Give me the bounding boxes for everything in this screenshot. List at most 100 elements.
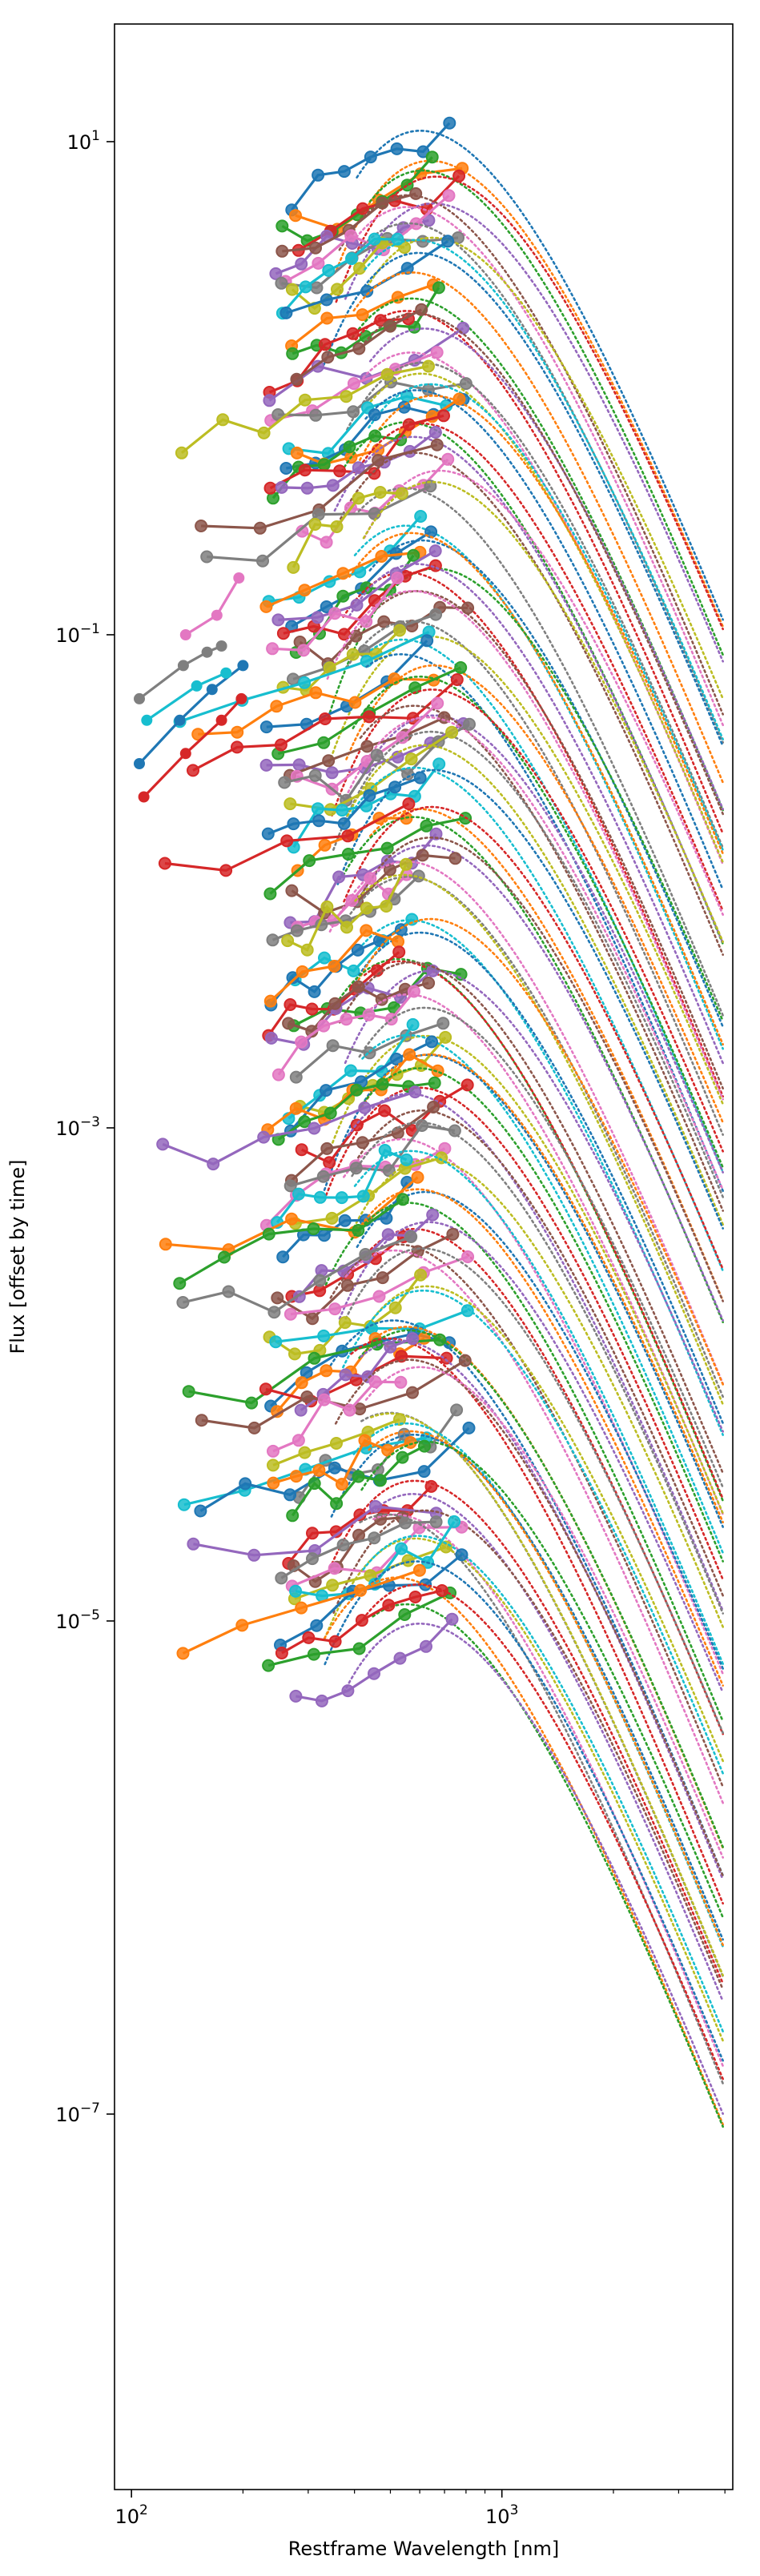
observed-point [360, 740, 374, 753]
observed-line [281, 431, 436, 490]
observed-point [286, 347, 300, 360]
model-curve [343, 1622, 724, 2115]
model-curve [357, 1109, 724, 1597]
y-tick-label: 10−5 [55, 1607, 100, 1633]
observed-point [306, 1312, 320, 1326]
observed-point [349, 1162, 363, 1175]
x-axis-label: Restframe Wavelength [nm] [288, 2538, 559, 2560]
x-axis: 102 103 [115, 2490, 726, 2528]
observed-point [344, 1064, 357, 1077]
observed-point [233, 572, 245, 584]
y-tick-label: 101 [67, 128, 100, 154]
observed-point [187, 1537, 200, 1551]
observed-point [364, 150, 377, 164]
model-curve [364, 389, 724, 891]
model-curve [345, 620, 724, 1136]
observed-point [308, 1351, 321, 1365]
observed-point [408, 1085, 422, 1099]
observed-point [420, 1639, 432, 1653]
observed-point [372, 1290, 386, 1303]
observed-point [313, 1190, 327, 1204]
observed-point [266, 933, 279, 947]
epoch-series [275, 1583, 724, 2080]
observed-point [368, 1531, 381, 1545]
x-tick-label: 102 [115, 2502, 147, 2528]
observed-point [287, 817, 300, 831]
observed-point [286, 971, 300, 985]
model-curve [357, 714, 724, 1174]
observed-point [300, 1390, 314, 1403]
observed-point [390, 142, 404, 155]
observed-point [394, 1375, 408, 1389]
observed-point [340, 1278, 354, 1292]
observed-point [239, 1477, 252, 1491]
observed-point [320, 1084, 332, 1097]
observed-point [395, 1350, 408, 1363]
observed-point [326, 479, 340, 492]
model-curve [335, 175, 724, 631]
observed-point [174, 714, 186, 726]
observed-point [368, 429, 382, 443]
observed-point [328, 997, 342, 1010]
epoch-series [191, 664, 724, 1124]
observed-point [356, 1190, 370, 1203]
observed-point [237, 660, 249, 672]
observed-point [292, 758, 306, 772]
observed-point [308, 1477, 321, 1491]
epoch-series [286, 1439, 724, 1919]
model-curve [363, 469, 724, 916]
observed-point [407, 985, 420, 998]
observed-point [324, 1106, 337, 1120]
observed-point [259, 600, 273, 613]
observed-point [395, 487, 408, 500]
observed-point [275, 1571, 288, 1585]
observed-point [282, 1017, 296, 1030]
model-curve [368, 169, 724, 656]
observed-line [162, 1090, 416, 1166]
observed-point [177, 660, 189, 672]
observed-point [158, 857, 171, 870]
model-curve [329, 1319, 724, 1877]
epoch-series [269, 1289, 724, 1775]
observed-point [446, 1227, 460, 1241]
observed-point [275, 219, 289, 233]
observed-point [376, 196, 389, 210]
observed-point [430, 346, 444, 359]
y-axis: 101 10−1 10−3 10−5 10−7 [55, 128, 115, 2126]
observed-point [380, 841, 394, 855]
observed-point [393, 624, 406, 637]
epoch-series [263, 812, 724, 1323]
observed-point [312, 814, 326, 828]
epoch-series [271, 361, 724, 849]
observed-point [436, 1017, 450, 1030]
model-curve [345, 664, 724, 1124]
model-curve [351, 1121, 724, 1615]
observed-point [381, 1228, 395, 1242]
model-curve [342, 744, 724, 1226]
model-curve [362, 480, 724, 943]
observed-point [328, 1635, 342, 1648]
observed-point [414, 1268, 428, 1282]
observed-point [179, 748, 191, 760]
observed-point [352, 1642, 366, 1655]
observed-point [245, 1396, 259, 1410]
early-epoch-series [141, 667, 232, 726]
observed-point [263, 994, 277, 1008]
observed-point [391, 750, 404, 764]
observed-point [430, 438, 444, 451]
epoch-series [275, 150, 724, 656]
observed-point [264, 1031, 278, 1045]
model-curve [354, 844, 724, 1322]
model-curve [338, 1221, 724, 1694]
observed-point [195, 520, 208, 532]
observed-line [184, 577, 240, 636]
series-layer [134, 116, 724, 2128]
observed-point [322, 754, 336, 768]
observed-point [312, 168, 325, 182]
observed-point [408, 1591, 422, 1603]
observed-point [368, 232, 381, 246]
observed-point [383, 863, 396, 877]
y-axis-label: Flux [offset by time] [6, 1159, 29, 1354]
observed-point [404, 1230, 418, 1243]
observed-point [320, 536, 333, 549]
